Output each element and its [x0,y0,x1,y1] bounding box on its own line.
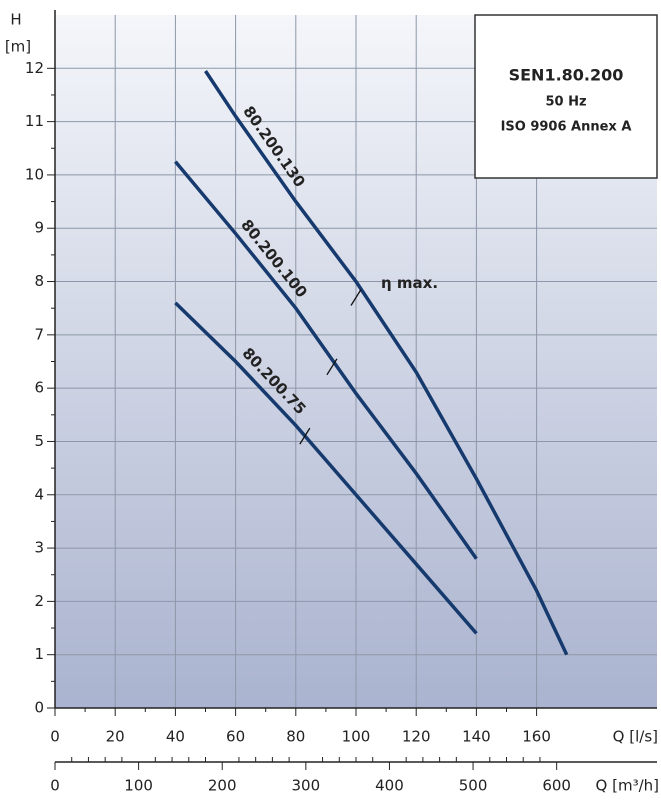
x-tick-label: 160 [522,728,551,746]
x2-tick-label: 600 [542,777,571,795]
y-axis-unit: [m] [5,38,31,56]
y-tick-label: 3 [34,539,44,557]
x2-tick-label: 100 [124,777,153,795]
x-tick-label: 40 [166,728,185,746]
x-tick-label: 0 [50,728,60,746]
y-tick-label: 6 [34,379,44,397]
y-axis-label: H [10,11,21,29]
y-tick-label: 9 [34,219,44,237]
eta-max-label: η max. [381,274,438,292]
eta-max-marker [299,427,311,445]
y-tick-label: 12 [25,59,44,77]
x2-tick-label: 0 [50,777,60,795]
info-line: ISO 9906 Annex A [501,120,632,135]
x-tick-label: 60 [226,728,245,746]
x-tick-label: 100 [342,728,371,746]
eta-max-marker [350,289,362,306]
y-tick-label: 0 [34,699,44,717]
info-title: SEN1.80.200 [509,66,624,85]
x2-tick-label: 500 [459,777,488,795]
x-tick-label: 120 [402,728,431,746]
info-box [474,14,658,179]
info-line: 50 Hz [545,95,586,110]
eta-max-marker [326,358,338,376]
y-tick-label: 1 [34,645,44,663]
x2-tick-label: 400 [375,777,404,795]
y-tick-label: 2 [34,592,44,610]
x-tick-label: 20 [106,728,125,746]
y-tick-label: 4 [34,485,44,503]
y-tick-label: 11 [25,112,44,130]
y-tick-label: 7 [34,325,44,343]
y-tick-label: 10 [25,165,44,183]
curve [174,301,478,635]
x-axis-label: Q [l/s] [613,728,658,746]
curve [174,160,478,560]
y-tick-label: 8 [34,272,44,290]
x2-tick-label: 300 [292,777,321,795]
x-tick-label: 80 [286,728,305,746]
marks [174,70,569,656]
y-tick-label: 5 [34,432,44,450]
x2-tick-label: 200 [208,777,237,795]
x2-axis-label: Q [m³/h] [596,777,659,795]
curve [204,70,569,656]
x-tick-label: 140 [462,728,491,746]
